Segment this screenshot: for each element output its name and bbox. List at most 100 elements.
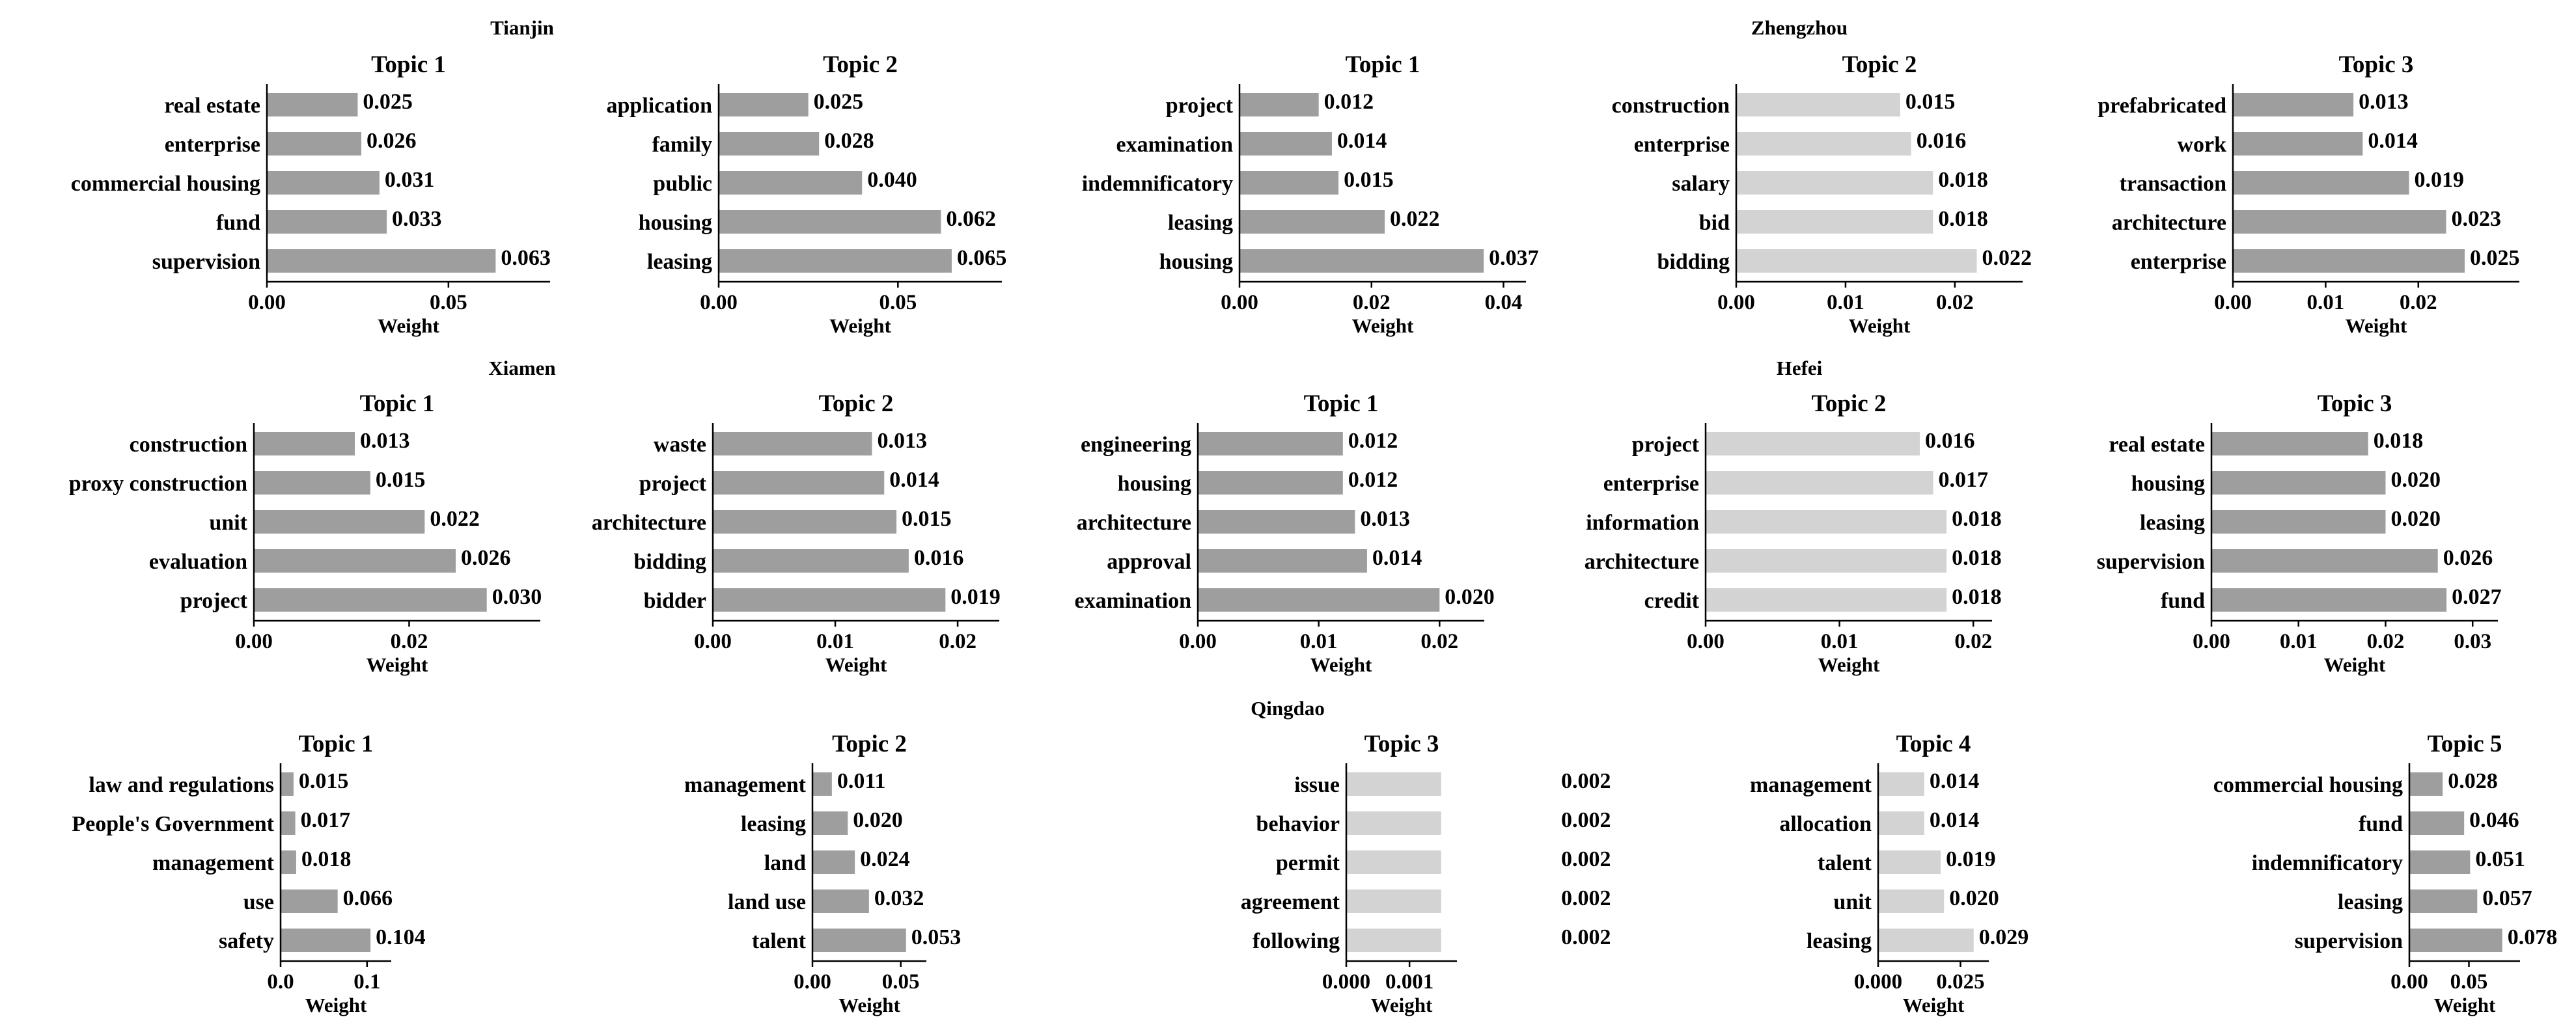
- panel-qingdao-topic-5-value-label: 0.046: [2469, 808, 2519, 832]
- panel-hefei-topic-1-value-label: 0.014: [1372, 546, 1422, 570]
- panel-zhengzhou-topic-3-category-label: enterprise: [2131, 250, 2226, 274]
- panel-zhengzhou-topic-1-category-label: project: [1166, 94, 1234, 118]
- panel-tianjin-topic-1-bar-supervision: [267, 249, 496, 273]
- panel-qingdao-topic-2-x-axis-label: Weight: [838, 994, 900, 1016]
- panel-tianjin-topic-2-bar-leasing: [719, 249, 952, 273]
- panel-zhengzhou-topic-3-value-label: 0.025: [2470, 246, 2520, 270]
- panel-hefei-topic-3-x-axis-label: Weight: [2324, 653, 2386, 676]
- panel-xiamen-topic-1-x-axis-label: Weight: [367, 653, 428, 676]
- panel-hefei-topic-1-category-label: housing: [1118, 472, 1191, 496]
- panel-hefei-topic-3-bar-real-estate: [2211, 432, 2368, 455]
- panel-tianjin-topic-1-value-label: 0.025: [363, 90, 413, 114]
- panel-hefei-topic-3-x-tick-label: 0.03: [2454, 630, 2491, 653]
- panel-tianjin-topic-2-value-label: 0.065: [957, 246, 1007, 270]
- panel-zhengzhou-topic-2-x-tick-label: 0.01: [1827, 291, 1864, 314]
- panel-hefei-topic-2-title: Topic 2: [1812, 390, 1887, 417]
- panel-hefei-topic-2-category-label: enterprise: [1603, 472, 1699, 496]
- panel-qingdao-topic-2-bar-land-use: [812, 889, 869, 913]
- panels-group: Topic 1 real estate 0.025 enterprise 0.026 co…: [69, 51, 2557, 1016]
- panel-xiamen-topic-2-category-label: waste: [654, 433, 706, 457]
- panel-zhengzhou-topic-1-bar-indemnificatory: [1240, 171, 1339, 195]
- panel-tianjin-topic-1-bar-real-estate: [267, 93, 358, 116]
- panel-qingdao-topic-3-value-label: 0.002: [1561, 886, 1611, 910]
- panel-xiamen-topic-1-category-label: proxy construction: [69, 472, 247, 496]
- panel-qingdao-topic-4-value-label: 0.019: [1946, 847, 1996, 871]
- panel-qingdao-topic-3-bar-issue: [1346, 772, 1441, 796]
- panel-tianjin-topic-1-value-label: 0.033: [392, 207, 442, 231]
- panel-zhengzhou-topic-1-value-label: 0.012: [1324, 90, 1374, 114]
- panel-tianjin-topic-1-bar-fund: [267, 210, 387, 234]
- panel-qingdao-topic-4-category-label: leasing: [1807, 929, 1872, 953]
- panel-qingdao-topic-5-value-label: 0.057: [2482, 886, 2532, 910]
- panel-tianjin-topic-1-bar-commercial-housing: [267, 171, 380, 195]
- panel-zhengzhou-topic-1-bar-leasing: [1240, 210, 1385, 234]
- panel-qingdao-topic-3-value-label: 0.002: [1561, 925, 1611, 949]
- panel-zhengzhou-topic-1-value-label: 0.037: [1489, 246, 1539, 270]
- panel-qingdao-topic-5-title: Topic 5: [2428, 731, 2502, 757]
- panel-xiamen-topic-1-category-label: project: [180, 589, 248, 613]
- panel-qingdao-topic-1-bar-safety: [281, 929, 371, 952]
- panel-xiamen-topic-2-value-label: 0.015: [902, 507, 952, 531]
- panel-xiamen-topic-2-bar-bidding: [713, 549, 909, 573]
- panel-tianjin-topic-2-bar-housing: [719, 210, 941, 234]
- panel-qingdao-topic-4-bar-leasing: [1878, 929, 1974, 952]
- panel-qingdao-topic-3-bar-permit: [1346, 850, 1441, 874]
- panel-hefei-topic-1-category-label: examination: [1075, 589, 1192, 613]
- panel-zhengzhou-topic-1: Topic 1 project 0.012 examination 0.014 indem…: [1082, 51, 1539, 337]
- panel-hefei-topic-1-bar-housing: [1198, 471, 1343, 495]
- panel-xiamen-topic-2-category-label: project: [639, 472, 707, 496]
- panel-zhengzhou-topic-1-value-label: 0.022: [1390, 207, 1440, 231]
- panel-qingdao-topic-4-value-label: 0.014: [1930, 808, 1980, 832]
- panel-qingdao-topic-1-value-label: 0.018: [301, 847, 352, 871]
- panel-xiamen-topic-1-x-tick-label: 0.00: [235, 630, 273, 653]
- panel-hefei-topic-1-x-tick-label: 0.01: [1300, 630, 1338, 653]
- panel-xiamen-topic-2-value-label: 0.019: [950, 585, 1001, 609]
- panel-hefei-topic-2-category-label: architecture: [1585, 550, 1699, 574]
- panel-hefei-topic-3-category-label: supervision: [2097, 550, 2205, 574]
- panel-hefei-topic-1-bar-examination: [1198, 588, 1440, 612]
- panel-zhengzhou-topic-1-category-label: leasing: [1168, 211, 1233, 235]
- panel-qingdao-topic-3-bar-behavior: [1346, 811, 1441, 835]
- panel-qingdao-topic-3-value-label: 0.002: [1561, 808, 1611, 832]
- panel-zhengzhou-topic-3-bar-enterprise: [2233, 249, 2465, 273]
- panel-qingdao-topic-5-value-label: 0.051: [2475, 847, 2525, 871]
- panel-xiamen-topic-1-bar-project: [254, 588, 487, 612]
- panel-xiamen-topic-2-category-label: bidding: [633, 550, 706, 574]
- panel-tianjin-topic-2-x-axis-label: Weight: [829, 314, 891, 337]
- panel-hefei-topic-1-category-label: approval: [1107, 550, 1191, 574]
- panel-qingdao-topic-3-x-tick-label: 0.000: [1322, 970, 1370, 994]
- panel-xiamen-topic-2-bar-waste: [713, 432, 872, 455]
- panel-qingdao-topic-1-bar-use: [281, 889, 338, 913]
- panel-xiamen-topic-1-bar-unit: [254, 510, 425, 534]
- panel-hefei-topic-1-title: Topic 1: [1304, 390, 1379, 417]
- panel-tianjin-topic-1-title: Topic 1: [371, 51, 446, 78]
- panel-qingdao-topic-4-category-label: allocation: [1779, 812, 1872, 836]
- panel-xiamen-topic-1-value-label: 0.013: [360, 429, 410, 453]
- panel-hefei-topic-2-x-tick-label: 0.00: [1687, 630, 1724, 653]
- panel-xiamen-topic-1-x-tick-label: 0.02: [391, 630, 428, 653]
- panel-zhengzhou-topic-2-bar-bid: [1736, 210, 1933, 234]
- panel-tianjin-topic-1-category-label: commercial housing: [71, 172, 260, 196]
- panel-hefei-topic-3-category-label: leasing: [2140, 511, 2205, 535]
- panel-xiamen-topic-2-x-tick-label: 0.00: [694, 630, 732, 653]
- panel-hefei-topic-2-category-label: credit: [1644, 589, 1700, 613]
- city-title-qingdao: Qingdao: [1251, 697, 1325, 720]
- panel-qingdao-topic-4: Topic 4 management 0.014 allocation 0.014 tal…: [1750, 731, 2029, 1016]
- panel-qingdao-topic-3-bar-agreement: [1346, 889, 1441, 913]
- panel-qingdao-topic-1-bar-people-s-government: [281, 811, 296, 835]
- panel-qingdao-topic-5-category-label: indemnificatory: [2252, 851, 2403, 875]
- panel-qingdao-topic-1-value-label: 0.017: [301, 808, 351, 832]
- panel-zhengzhou-topic-3-title: Topic 3: [2339, 51, 2414, 78]
- panel-qingdao-topic-4-x-tick-label: 0.000: [1854, 970, 1902, 994]
- panel-xiamen-topic-2-bar-project: [713, 471, 885, 495]
- panel-qingdao-topic-2-bar-management: [812, 772, 832, 796]
- panel-tianjin-topic-1-category-label: real estate: [164, 94, 260, 118]
- panel-tianjin-topic-2-category-label: leasing: [647, 250, 712, 274]
- panel-xiamen-topic-1-value-label: 0.015: [376, 468, 426, 492]
- panel-qingdao-topic-1-category-label: management: [152, 851, 275, 875]
- panel-hefei-topic-2-x-axis-label: Weight: [1818, 653, 1880, 676]
- panel-qingdao-topic-2-bar-leasing: [812, 811, 848, 835]
- panel-xiamen-topic-2: Topic 2 waste 0.013 project 0.014 architectur…: [592, 390, 1001, 676]
- panel-zhengzhou-topic-2-category-label: salary: [1672, 172, 1730, 196]
- panel-qingdao-topic-1: Topic 1 law and regulations 0.015 People's …: [72, 731, 425, 1016]
